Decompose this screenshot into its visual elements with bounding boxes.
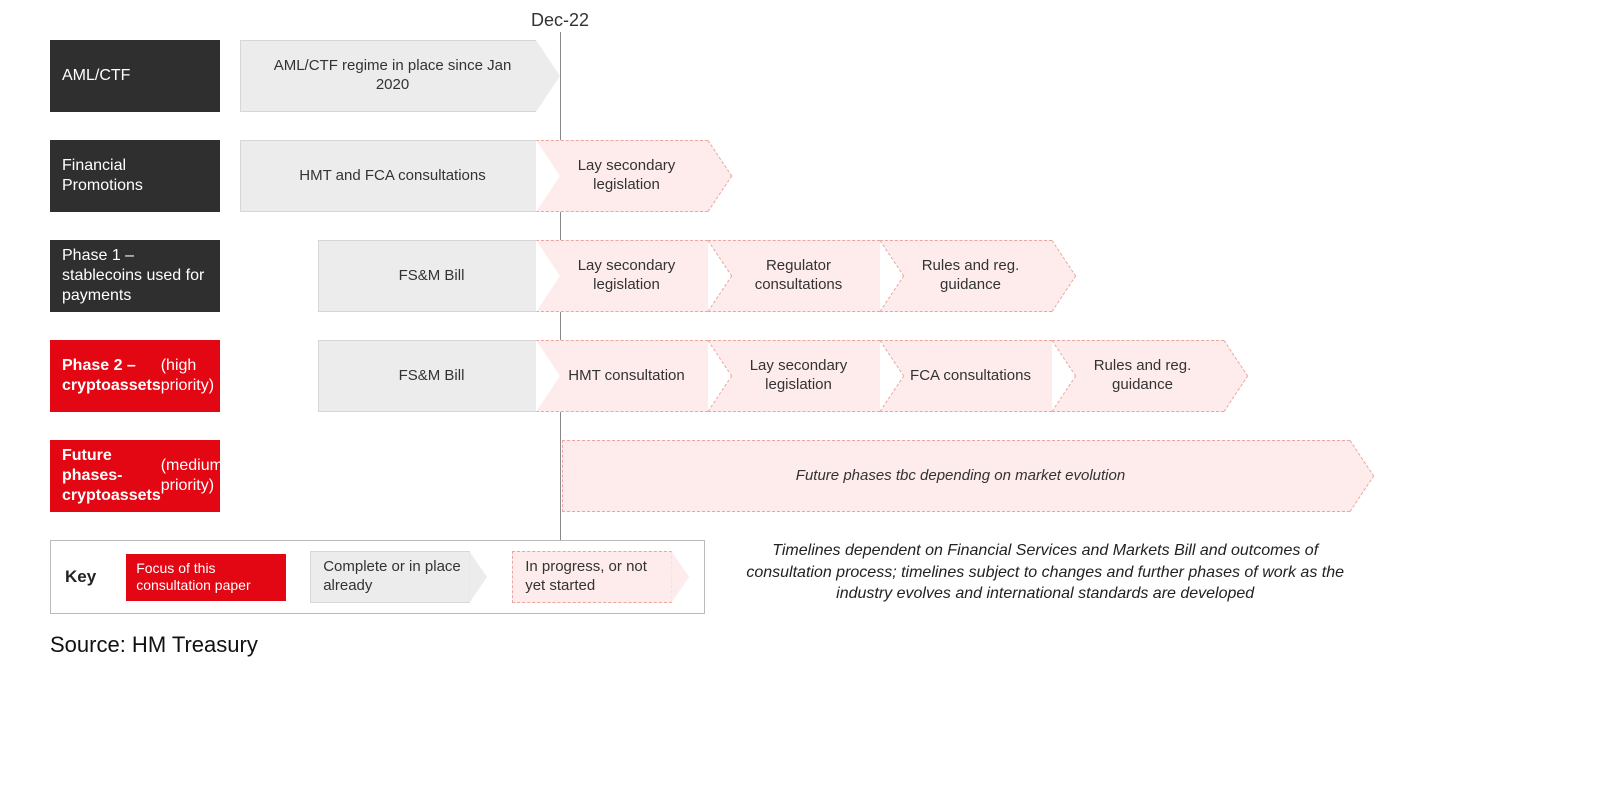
arrow-label: FS&M Bill: [399, 267, 465, 286]
arrow-label: Rules and reg. guidance: [1071, 357, 1214, 395]
row-label: AML/CTF: [50, 40, 220, 112]
legend-title: Key: [65, 567, 96, 587]
timeline-arrow: Rules and reg. guidance: [1052, 340, 1224, 412]
legend-and-footnote: Key Focus of this consultation paper Com…: [50, 540, 1550, 614]
timeline-row: Future phases- cryptoassets (medium prio…: [50, 440, 1550, 512]
row-label: Financial Promotions: [50, 140, 220, 212]
timeline-arrow: Lay secondary legislation: [536, 140, 708, 212]
row-track: HMT and FCA consultations Lay secondary l…: [220, 140, 734, 212]
arrow-label: FCA consultations: [910, 367, 1031, 386]
row-label: Future phases- cryptoassets (medium prio…: [50, 440, 220, 512]
timeline-arrow: FS&M Bill: [318, 240, 536, 312]
legend-box: Key Focus of this consultation paper Com…: [50, 540, 705, 614]
row-label: Phase 1 – stablecoins used for payments: [50, 240, 220, 312]
timeline-arrow: Future phases tbc depending on market ev…: [562, 440, 1350, 512]
arrow-label: Lay secondary legislation: [555, 157, 698, 195]
arrow-label: AML/CTF regime in place since Jan 2020: [259, 57, 526, 95]
arrow-label: Lay secondary legislation: [555, 257, 698, 295]
timeline-arrow: FS&M Bill: [318, 340, 536, 412]
timeline-row: AML/CTF AML/CTF regime in place since Jan…: [50, 40, 1550, 112]
timeline-row: Phase 1 – stablecoins used for paymentsF…: [50, 240, 1550, 312]
timeline-arrow: Lay secondary legislation: [708, 340, 880, 412]
arrow-label: FS&M Bill: [399, 367, 465, 386]
timeline-footnote: Timelines dependent on Financial Service…: [735, 540, 1355, 605]
arrow-label: Regulator consultations: [727, 257, 870, 295]
row-track: FS&M Bill HMT consultation Lay secondary l…: [220, 340, 1250, 412]
timeline-arrow: HMT consultation: [536, 340, 708, 412]
row-track: Future phases tbc depending on market ev…: [220, 440, 1376, 512]
timeline-arrow: HMT and FCA consultations: [240, 140, 536, 212]
arrow-label: Rules and reg. guidance: [899, 257, 1042, 295]
row-track: AML/CTF regime in place since Jan 2020: [220, 40, 562, 112]
timeline-arrow: Rules and reg. guidance: [880, 240, 1052, 312]
timeline-arrow: FCA consultations: [880, 340, 1052, 412]
row-label: Phase 2 – cryptoassets (high priority): [50, 340, 220, 412]
timeline-chart: Dec-22 AML/CTFAML/CTF regime in place si…: [50, 40, 1550, 512]
legend-arrow-grey: Complete or in place already: [310, 551, 470, 603]
timeline-row: Financial PromotionsHMT and FCA consulta…: [50, 140, 1550, 212]
timeline-arrow: Lay secondary legislation: [536, 240, 708, 312]
arrow-label: HMT consultation: [568, 367, 684, 386]
arrow-label: HMT and FCA consultations: [299, 167, 485, 186]
legend-item-in-progress: In progress, or not yet started: [512, 551, 672, 603]
legend-arrow-pink: In progress, or not yet started: [512, 551, 672, 603]
row-track: FS&M Bill Lay secondary legislation Regula…: [220, 240, 1078, 312]
arrow-label: Lay secondary legislation: [727, 357, 870, 395]
timeline-date-marker: Dec-22: [531, 10, 589, 31]
timeline-row: Phase 2 – cryptoassets (high priority)FS…: [50, 340, 1550, 412]
legend-item-focus: Focus of this consultation paper: [126, 551, 286, 603]
timeline-arrow: Regulator consultations: [708, 240, 880, 312]
timeline-arrow: AML/CTF regime in place since Jan 2020: [240, 40, 536, 112]
arrow-label: Future phases tbc depending on market ev…: [796, 467, 1125, 486]
source-attribution: Source: HM Treasury: [50, 632, 1550, 658]
legend-item-complete: Complete or in place already: [310, 551, 470, 603]
legend-swatch-red: Focus of this consultation paper: [126, 554, 286, 601]
